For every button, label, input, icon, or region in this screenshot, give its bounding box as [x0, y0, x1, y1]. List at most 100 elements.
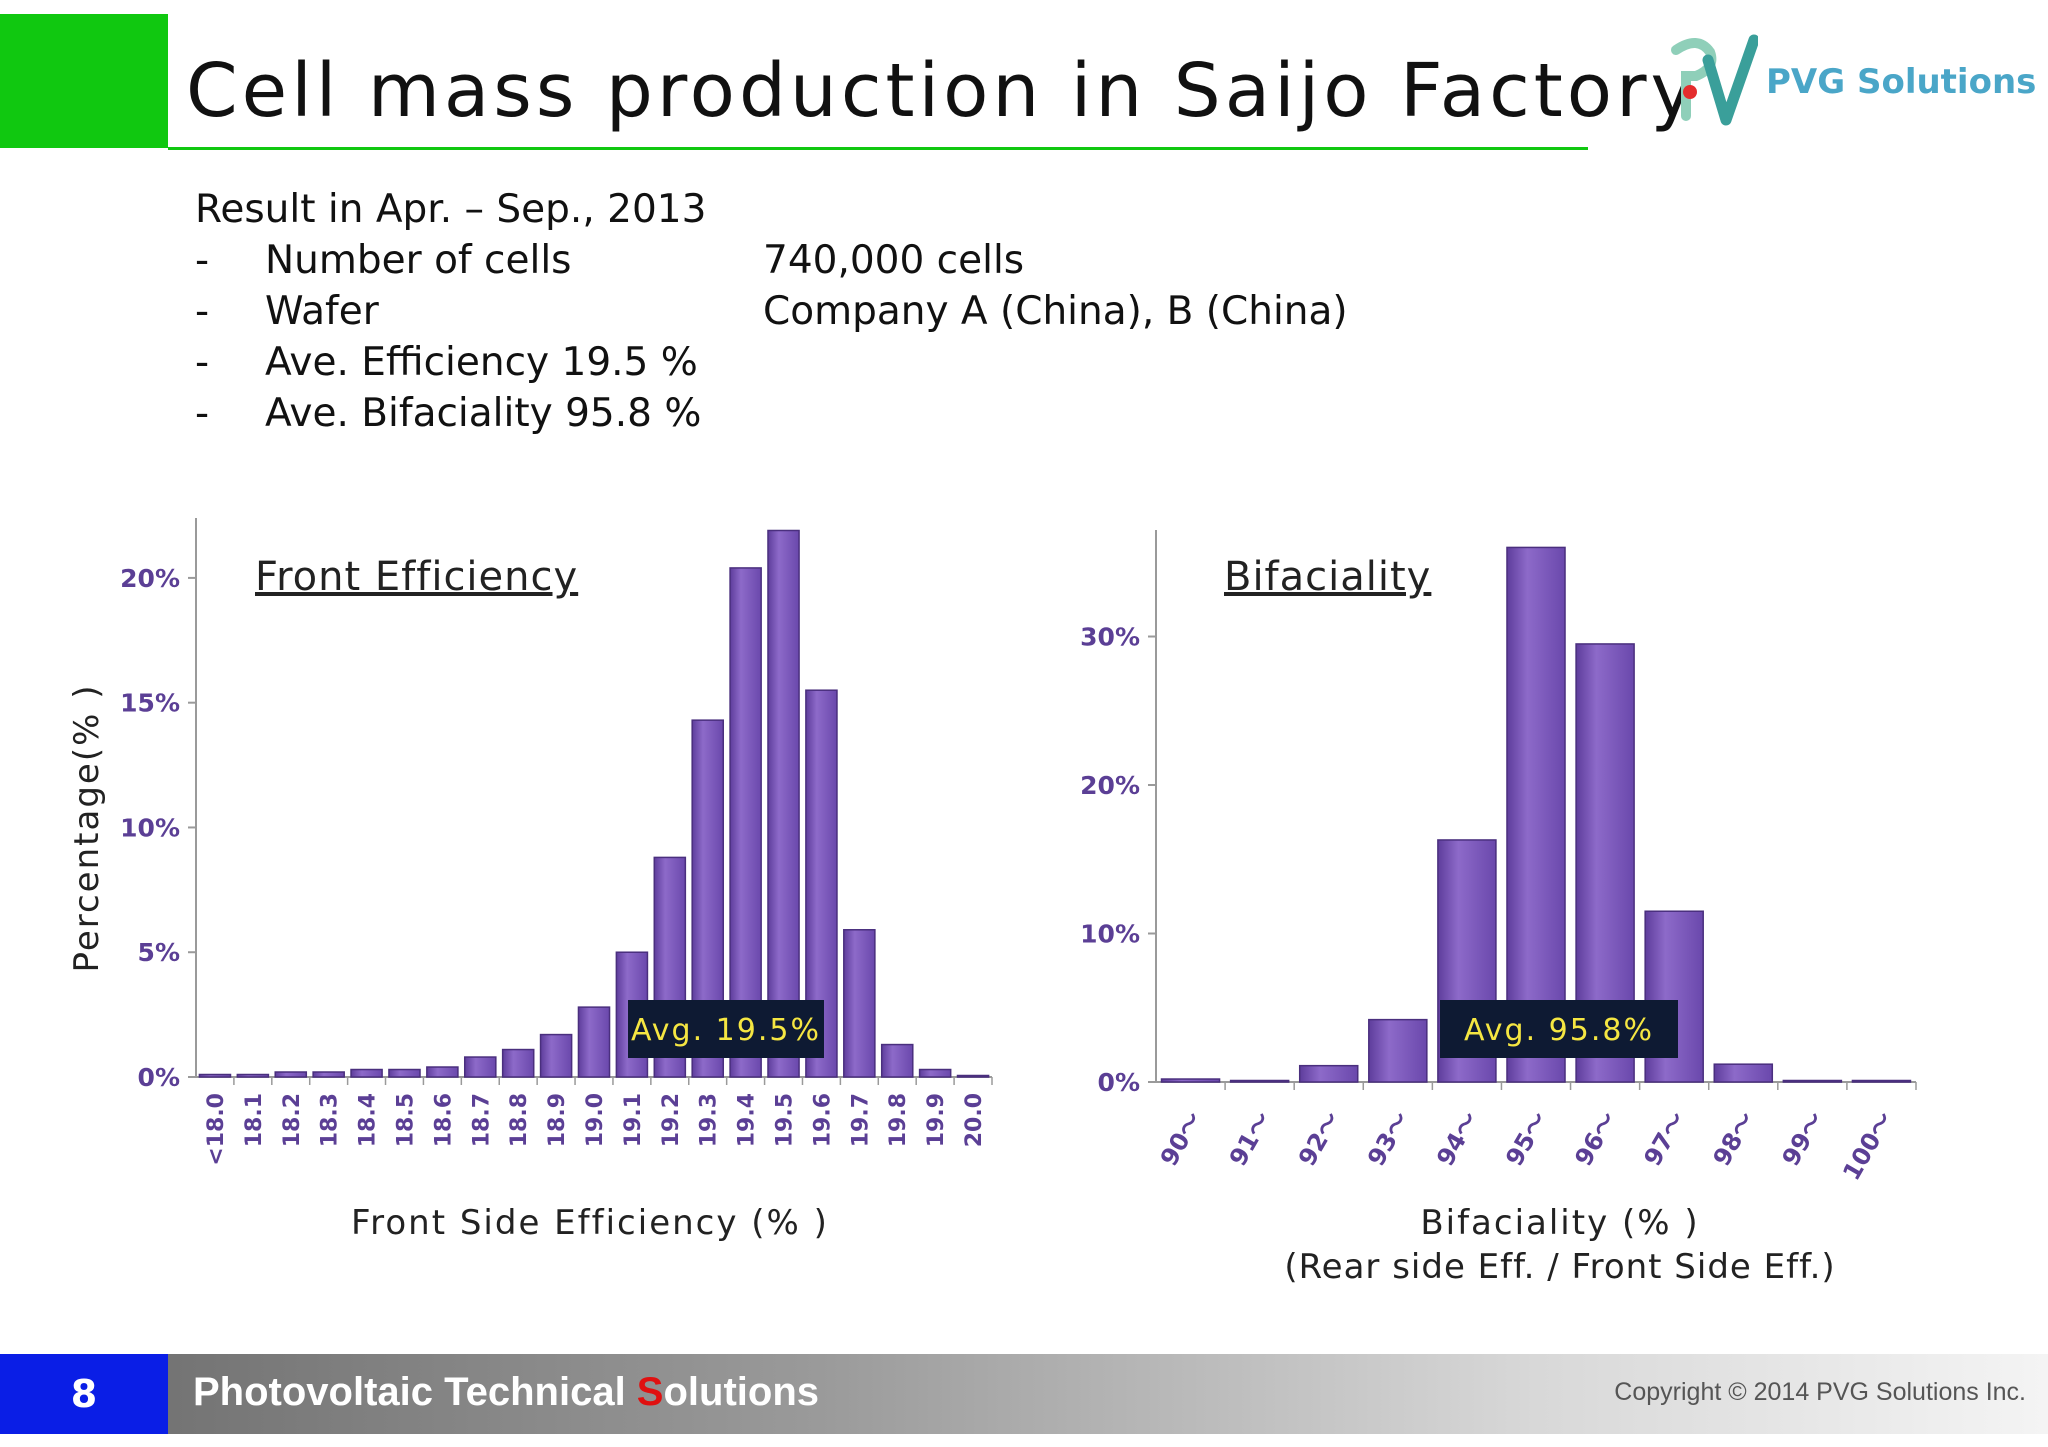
x-tick-label: 96～	[1569, 1107, 1622, 1171]
summary-value-wafer: Company A (China), B (China)	[763, 289, 1348, 334]
page-number: 8	[0, 1354, 168, 1434]
bar	[1713, 1063, 1774, 1083]
bar	[1160, 1078, 1221, 1083]
bar	[767, 529, 800, 1078]
summary-bullet: -	[195, 391, 210, 436]
average-label: Avg. 19.5%	[631, 1013, 821, 1048]
average-box	[628, 1000, 824, 1058]
bar	[577, 1006, 611, 1078]
summary-bullet: -	[195, 289, 210, 334]
x-tick-label: 98～	[1708, 1107, 1761, 1171]
tagline-part: olutions	[663, 1370, 820, 1414]
x-tick-label: 18.4	[356, 1093, 381, 1147]
slide-title: Cell mass production in Saijo Factory	[186, 48, 1699, 134]
x-tick-label: 19.3	[697, 1093, 722, 1147]
bar	[426, 1066, 459, 1078]
x-tick-label: 18.6	[431, 1093, 456, 1147]
x-tick-label: 97～	[1638, 1107, 1691, 1171]
x-tick-label: 19.7	[848, 1093, 873, 1147]
x-tick-label: 18.3	[318, 1093, 343, 1147]
front-efficiency-chart: 0% 5% 10% 15% 20% <18.0 18.1 18.2 18.3 18.4 18.5 18…	[67, 518, 993, 1243]
x-tick-label: 18.5	[393, 1093, 418, 1147]
bar	[198, 1073, 232, 1078]
x-tick-label: 18.9	[545, 1093, 570, 1147]
footer-tagline: Photovoltaic Technical Solutions	[193, 1370, 819, 1415]
x-tick-label: 19.4	[735, 1093, 760, 1147]
summary-bullet: -	[195, 238, 210, 283]
y-tick-label: 20%	[1080, 771, 1140, 800]
summary-label-efficiency: Ave. Efficiency 19.5 %	[265, 340, 698, 385]
summary-label-wafer: Wafer	[265, 289, 379, 334]
copyright-text: Copyright © 2014 PVG Solutions Inc.	[1614, 1378, 2026, 1406]
summary-value-cells: 740,000 cells	[763, 238, 1025, 283]
chart-title: Bifaciality	[1224, 554, 1431, 600]
y-tick-label: 0%	[138, 1063, 180, 1092]
summary-bullet: -	[195, 340, 210, 385]
x-tick-label: 19.8	[886, 1093, 911, 1147]
bar	[539, 1033, 573, 1078]
y-tick-label: 0%	[1098, 1068, 1140, 1097]
bar	[1506, 546, 1566, 1083]
pv-logo-icon	[1671, 34, 1758, 126]
x-tick-label: 19.5	[773, 1093, 798, 1147]
y-tick-label: 15%	[120, 689, 180, 718]
bar	[918, 1068, 952, 1078]
x-tick-label: 18.8	[507, 1093, 532, 1147]
x-axis-label-secondary: (Rear side Eff. / Front Side Eff.)	[1284, 1247, 1835, 1287]
y-tick-label: 10%	[120, 813, 180, 842]
x-tick-label: 93～	[1362, 1107, 1415, 1171]
y-tick-label: 10%	[1080, 920, 1140, 949]
x-tick-label: 18.7	[469, 1093, 494, 1147]
x-tick-label: 92～	[1293, 1107, 1346, 1171]
bar	[1368, 1018, 1428, 1083]
y-tick-label: 30%	[1080, 623, 1140, 652]
bar	[350, 1068, 383, 1078]
x-tick-label: 19.0	[583, 1093, 608, 1147]
bar	[1782, 1079, 1843, 1083]
bar	[274, 1071, 308, 1078]
x-tick-label: <18.0	[204, 1093, 229, 1166]
bar	[312, 1071, 345, 1078]
average-box	[1440, 1000, 1678, 1058]
chart-title: Front Efficiency	[255, 554, 578, 600]
y-tick-label: 5%	[138, 938, 180, 967]
bar	[843, 929, 876, 1078]
title-underline	[168, 147, 1588, 150]
summary-label-cells: Number of cells	[265, 238, 572, 283]
x-axis-label: Front Side Efficiency (% )	[351, 1203, 829, 1243]
company-logo: PVG Solutions	[1668, 30, 2036, 170]
x-tick-label: 19.9	[924, 1093, 949, 1147]
bar	[463, 1056, 497, 1078]
x-axis-label: Bifaciality (% )	[1420, 1203, 1699, 1243]
x-tick-label: 18.1	[242, 1093, 267, 1147]
bar	[1229, 1079, 1290, 1083]
bar	[501, 1048, 535, 1078]
bar	[1851, 1079, 1912, 1083]
x-tick-label: 19.2	[659, 1093, 684, 1147]
x-tick-label: 90～	[1155, 1107, 1208, 1171]
tagline-highlight: S	[636, 1370, 664, 1414]
x-tick-label: 91～	[1224, 1107, 1277, 1171]
bar	[236, 1073, 270, 1078]
bar	[880, 1043, 914, 1078]
logo-wordmark: PVG Solutions	[1766, 62, 2037, 102]
x-tick-label: 19.6	[810, 1093, 835, 1147]
tagline-part: Photovoltaic Technical	[193, 1370, 637, 1414]
x-tick-label: 99～	[1777, 1107, 1830, 1171]
bifaciality-chart: 0% 10% 20% 30% 90～ 91～ 92～ 93～ 94～ 95～ 96～ 97～ 98～ 99…	[1080, 530, 1917, 1287]
x-tick-label: 18.2	[280, 1093, 305, 1147]
bar	[1298, 1064, 1359, 1083]
average-label: Avg. 95.8%	[1464, 1013, 1654, 1048]
footer-bar	[0, 1354, 2048, 1434]
x-tick-label: 100～	[1837, 1107, 1898, 1185]
bar	[729, 567, 762, 1078]
x-tick-label: 20.0	[962, 1093, 987, 1147]
y-axis-label: Percentage(% )	[67, 684, 107, 973]
summary-heading: Result in Apr. – Sep., 2013	[195, 187, 707, 232]
x-tick-label: 95～	[1500, 1107, 1553, 1171]
title-accent-block	[0, 14, 168, 148]
x-tick-label: 94～	[1431, 1107, 1484, 1171]
bar	[388, 1068, 421, 1078]
summary-label-bifaciality: Ave. Bifaciality 95.8 %	[265, 391, 702, 436]
x-tick-label: 19.1	[621, 1093, 646, 1147]
